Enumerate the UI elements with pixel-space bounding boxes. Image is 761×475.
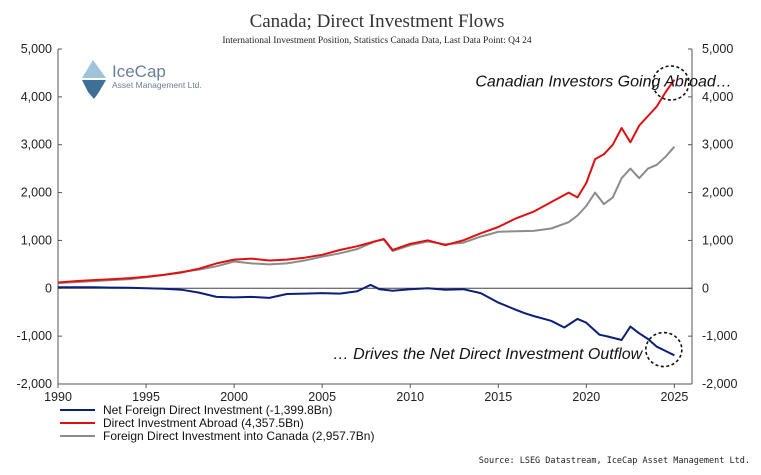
y-tick-label-left: 1,000 [21,233,52,247]
logo-name: IceCap [112,62,166,81]
investment-abroad-line [57,79,676,284]
icecap-logo: IceCap Asset Management Ltd. [82,60,202,99]
y-tick-label-left: 2,000 [21,186,52,200]
y-tick-label-left: 5,000 [21,42,52,56]
x-tick-label: 1995 [132,390,160,404]
y-tick-label-right: -1,000 [702,329,737,343]
chart-title: Canada; Direct Investment Flows [250,11,505,32]
x-tick-label: 2010 [396,390,424,404]
annotation-going-abroad: Canadian Investors Going Abroad… [475,73,731,90]
legend-label: Net Foreign Direct Investment (-1,399.8B… [103,403,332,417]
y-tick-label-left: 0 [45,281,52,295]
y-tick-label-left: 4,000 [21,90,52,104]
axes: 5,000 5,000 4,000 4,000 3,000 3,000 2,000 2,000… [17,42,738,404]
legend-label: Foreign Direct Investment into Canada (2… [103,429,374,443]
iceberg-icon [82,60,106,78]
x-tick-label: 2000 [220,390,248,404]
y-tick-label-right: -2,000 [702,377,737,391]
annotation-net-outflow: … Drives the Net Direct Investment Outfl… [333,346,644,363]
x-tick-label: 2005 [308,390,336,404]
x-tick-label: 2015 [484,390,512,404]
net-fdi-line [58,283,675,357]
y-tick-label-right: 0 [702,281,709,295]
y-tick-label-left: -1,000 [17,329,52,343]
x-tick-label: 2025 [660,390,688,404]
fdi-into-canada-line [57,146,676,284]
x-tick-label: 1990 [44,390,72,404]
iceberg-base-icon [82,80,106,99]
source-note: Source: LSEG Datastream, IceCap Asset Ma… [479,456,750,466]
y-tick-label-right: 4,000 [702,90,733,104]
chart-subtitle: International Investment Position, Stati… [222,36,531,46]
y-tick-label-right: 5,000 [702,42,733,56]
y-tick-label-left: -2,000 [17,377,52,391]
legend-label: Direct Investment Abroad (4,357.5Bn) [103,416,304,430]
highlight-circle [652,65,690,101]
y-tick-label-right: 1,000 [702,233,733,247]
y-tick-label-right: 3,000 [702,138,733,152]
x-tick-label: 2020 [572,390,600,404]
series-lines [57,79,676,357]
y-tick-label-right: 2,000 [702,186,733,200]
legend: Net Foreign Direct Investment (-1,399.8B… [60,403,374,443]
highlight-circle [645,331,683,368]
annotations: Canadian Investors Going Abroad… … Drives… [333,65,732,368]
y-tick-label-left: 3,000 [21,138,52,152]
logo-subtitle: Asset Management Ltd. [112,80,202,90]
